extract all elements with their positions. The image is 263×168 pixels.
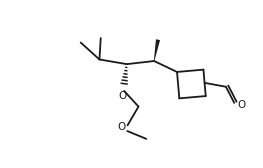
Polygon shape <box>154 39 160 61</box>
Text: O: O <box>118 122 126 132</box>
Text: O: O <box>119 91 127 101</box>
Text: O: O <box>237 100 246 110</box>
